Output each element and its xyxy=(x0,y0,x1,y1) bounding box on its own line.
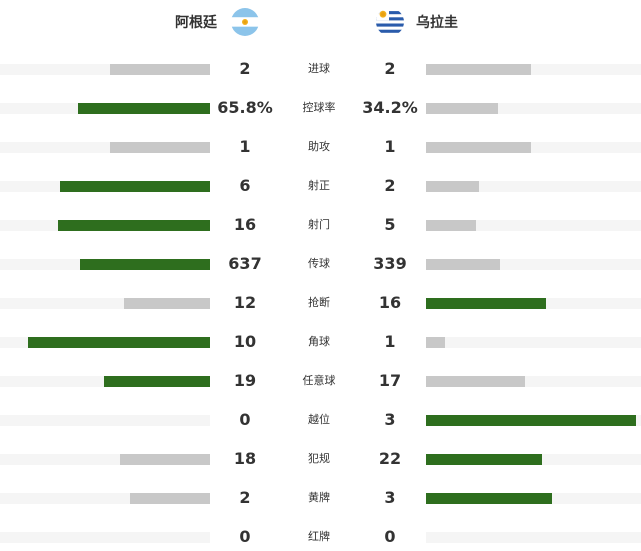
team-name-right: 乌拉圭 xyxy=(416,15,458,31)
stat-label: 任意球 xyxy=(302,374,336,387)
stat-track-right xyxy=(426,532,641,543)
stat-track-left xyxy=(0,532,210,543)
stat-value-left: 2 xyxy=(239,488,251,507)
stat-value-right: 17 xyxy=(378,371,402,390)
stat-bar-right xyxy=(426,142,531,153)
stat-track-right xyxy=(426,142,641,153)
stat-track-left xyxy=(0,64,210,75)
stat-bar-left xyxy=(110,142,210,153)
stat-label: 抢断 xyxy=(308,296,330,309)
argentina-flag-icon xyxy=(231,8,259,36)
stat-bar-right xyxy=(426,259,500,270)
stat-bar-right xyxy=(426,376,525,387)
stat-value-left: 637 xyxy=(228,254,262,273)
stat-label: 射门 xyxy=(308,218,330,231)
stat-label: 传球 xyxy=(308,257,330,270)
stat-label: 越位 xyxy=(308,413,330,426)
stat-bar-left xyxy=(124,298,210,309)
stat-track-left xyxy=(0,415,210,426)
stat-label: 角球 xyxy=(308,335,330,348)
stat-track-right xyxy=(426,64,641,75)
stat-value-right: 3 xyxy=(384,488,396,507)
stat-track-left xyxy=(0,142,210,153)
stat-value-right: 339 xyxy=(373,254,407,273)
stat-bar-right xyxy=(426,64,531,75)
stat-track-right xyxy=(426,259,641,270)
stat-value-left: 12 xyxy=(233,293,257,312)
stat-row: 0 越位 3 xyxy=(0,410,641,430)
stat-bar-right xyxy=(426,181,479,192)
stat-row: 0 红牌 0 xyxy=(0,527,641,547)
stat-track-right xyxy=(426,337,641,348)
stat-value-left: 6 xyxy=(239,176,251,195)
stat-value-left: 0 xyxy=(239,410,251,429)
stat-bar-left xyxy=(80,259,210,270)
stat-bar-right xyxy=(426,298,546,309)
stat-bar-right xyxy=(426,103,498,114)
stat-row: 6 射正 2 xyxy=(0,176,641,196)
stat-bar-left xyxy=(58,220,210,231)
stat-label: 黄牌 xyxy=(308,491,330,504)
stat-row: 2 黄牌 3 xyxy=(0,488,641,508)
stat-value-right: 34.2% xyxy=(362,98,418,117)
stat-row: 1 助攻 1 xyxy=(0,137,641,157)
stat-label: 助攻 xyxy=(308,140,330,153)
stat-row: 10 角球 1 xyxy=(0,332,641,352)
stat-row: 12 抢断 16 xyxy=(0,293,641,313)
stat-row: 16 射门 5 xyxy=(0,215,641,235)
stat-label: 控球率 xyxy=(302,101,336,114)
stat-row: 65.8% 控球率 34.2% xyxy=(0,98,641,118)
stat-row: 19 任意球 17 xyxy=(0,371,641,391)
stat-value-right: 1 xyxy=(384,137,396,156)
stat-track-right xyxy=(426,376,641,387)
team-name-left: 阿根廷 xyxy=(175,15,217,31)
stat-bar-left xyxy=(60,181,210,192)
stat-bar-left xyxy=(28,337,210,348)
stat-bar-right xyxy=(426,337,445,348)
stat-value-left: 16 xyxy=(233,215,257,234)
stat-bar-left xyxy=(78,103,210,114)
stat-track-left xyxy=(0,493,210,504)
stat-label: 红牌 xyxy=(308,530,330,543)
stat-value-left: 1 xyxy=(239,137,251,156)
stat-value-right: 2 xyxy=(384,59,396,78)
match-header: 阿根廷 乌拉圭 xyxy=(0,0,641,48)
stat-label: 犯规 xyxy=(308,452,330,465)
stat-value-left: 65.8% xyxy=(217,98,273,117)
stat-value-left: 0 xyxy=(239,527,251,546)
stat-track-right xyxy=(426,181,641,192)
stat-label: 进球 xyxy=(308,62,330,75)
stat-track-left xyxy=(0,298,210,309)
stat-row: 18 犯规 22 xyxy=(0,449,641,469)
stat-value-right: 2 xyxy=(384,176,396,195)
stat-row: 637 传球 339 xyxy=(0,254,641,274)
stat-track-left xyxy=(0,454,210,465)
stat-bar-right xyxy=(426,493,552,504)
stat-bar-right xyxy=(426,454,542,465)
stat-bar-left xyxy=(120,454,210,465)
stat-label: 射正 xyxy=(308,179,330,192)
stat-value-right: 3 xyxy=(384,410,396,429)
stat-value-right: 16 xyxy=(378,293,402,312)
stat-value-right: 5 xyxy=(384,215,396,234)
stat-track-right xyxy=(426,103,641,114)
uruguay-flag-icon xyxy=(376,8,404,36)
stat-value-left: 18 xyxy=(233,449,257,468)
stat-value-left: 19 xyxy=(233,371,257,390)
stat-bar-right xyxy=(426,415,636,426)
stat-value-left: 2 xyxy=(239,59,251,78)
stat-bar-right xyxy=(426,220,476,231)
stat-value-right: 1 xyxy=(384,332,396,351)
stat-value-left: 10 xyxy=(233,332,257,351)
stat-bar-left xyxy=(130,493,210,504)
stat-value-right: 0 xyxy=(384,527,396,546)
stat-bar-left xyxy=(110,64,210,75)
stat-value-right: 22 xyxy=(378,449,402,468)
stat-row: 2 进球 2 xyxy=(0,59,641,79)
stat-track-right xyxy=(426,220,641,231)
stat-bar-left xyxy=(104,376,210,387)
